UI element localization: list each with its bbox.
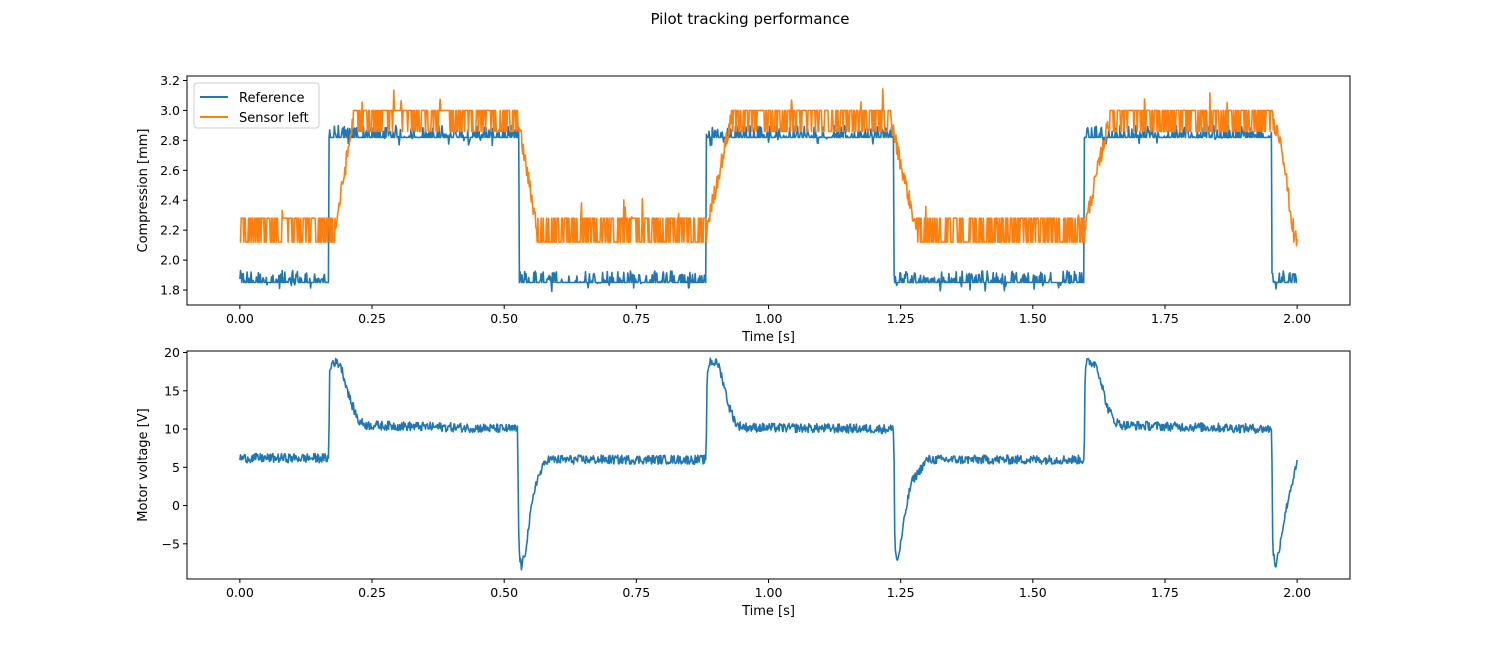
ytick-label: 15	[164, 383, 180, 398]
ytick-label: 2.0	[160, 253, 180, 268]
xtick-label: 0.50	[490, 311, 518, 326]
ytick-label: 3.0	[160, 103, 180, 118]
xtick-label: 0.25	[358, 585, 386, 600]
motor-voltage-plot: 0.00 0.25 0.50 0.75 1.00 1.25 1.50 1.75 2.00 −5 0 5…	[136, 345, 1351, 619]
motor-voltage-plot-xlabel: Time [s]	[741, 604, 795, 619]
ytick-label: 20	[164, 345, 180, 360]
legend-entry-sensor-left: Sensor left	[239, 111, 309, 126]
series-reference-line	[239, 124, 1298, 293]
compression-plot-xlabel: Time [s]	[741, 330, 795, 345]
xtick-label: 0.00	[226, 311, 254, 326]
compression-plot-ticks: 0.00 0.25 0.50 0.75 1.00 1.25 1.50 1.75 2.00 1.8 2…	[160, 73, 1311, 326]
motor-voltage-plot-ylabel: Motor voltage [V]	[136, 408, 151, 521]
compression-plot-ylabel: Compression [mm]	[136, 129, 151, 253]
compression-plot-legend: Reference Sensor left	[193, 82, 320, 129]
ytick-label: 2.8	[160, 133, 180, 148]
compression-plot-series	[239, 88, 1298, 293]
xtick-label: 0.75	[622, 585, 650, 600]
ytick-label: 2.2	[160, 223, 180, 238]
series-sensor-left-line	[239, 88, 1298, 247]
xtick-label: 0.00	[226, 585, 254, 600]
xtick-label: 1.75	[1151, 585, 1179, 600]
xtick-label: 1.50	[1019, 311, 1047, 326]
xtick-label: 1.25	[887, 585, 915, 600]
ytick-label: 3.2	[160, 73, 180, 88]
xtick-label: 1.25	[887, 311, 915, 326]
xtick-label: 0.25	[358, 311, 386, 326]
ytick-label: 5	[172, 460, 180, 475]
xtick-label: 1.50	[1019, 585, 1047, 600]
ytick-label: −5	[162, 536, 180, 551]
xtick-label: 1.00	[755, 311, 783, 326]
xtick-label: 2.00	[1283, 311, 1311, 326]
ytick-label: 10	[164, 422, 180, 437]
xtick-label: 0.50	[490, 585, 518, 600]
ytick-label: 2.4	[160, 193, 180, 208]
xtick-label: 2.00	[1283, 585, 1311, 600]
ytick-label: 1.8	[160, 283, 180, 298]
figure-title: Pilot tracking performance	[650, 10, 849, 28]
ytick-label: 2.6	[160, 163, 180, 178]
motor-voltage-plot-ticks: 0.00 0.25 0.50 0.75 1.00 1.25 1.50 1.75 2.00 −5 0 5…	[162, 345, 1312, 600]
xtick-label: 1.75	[1151, 311, 1179, 326]
compression-plot: 0.00 0.25 0.50 0.75 1.00 1.25 1.50 1.75 2.00 1.8 2…	[136, 73, 1351, 345]
motor-voltage-plot-series	[239, 357, 1298, 571]
legend-entry-reference: Reference	[239, 91, 304, 106]
motor-voltage-plot-frame	[186, 350, 1351, 580]
xtick-label: 1.00	[755, 585, 783, 600]
series-motor-voltage-line	[239, 357, 1298, 571]
xtick-label: 0.75	[622, 311, 650, 326]
ytick-label: 0	[172, 498, 180, 513]
